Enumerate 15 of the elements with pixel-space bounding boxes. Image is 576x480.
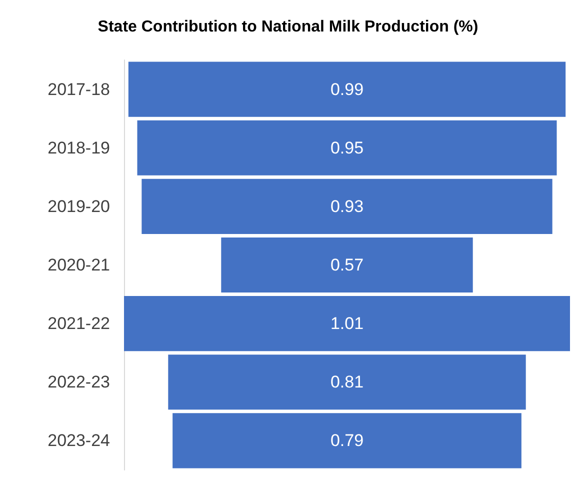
data-label: 0.79 xyxy=(330,431,364,450)
data-label: 0.93 xyxy=(330,196,364,216)
category-label: 2017-18 xyxy=(48,80,110,99)
data-label: 0.95 xyxy=(330,138,364,158)
data-label: 0.99 xyxy=(330,80,364,99)
category-label: 2021-22 xyxy=(48,314,110,334)
category-label: 2022-23 xyxy=(48,372,110,392)
category-label: 2018-19 xyxy=(48,138,110,158)
data-label: 0.57 xyxy=(330,256,364,274)
category-label: 2019-20 xyxy=(48,196,110,216)
category-label: 2020-21 xyxy=(48,256,110,274)
data-label: 0.81 xyxy=(330,372,364,392)
category-label: 2023-24 xyxy=(48,431,110,450)
data-label: 1.01 xyxy=(330,314,364,334)
text: State Contribution to National Milk Production (%) xyxy=(98,18,478,36)
